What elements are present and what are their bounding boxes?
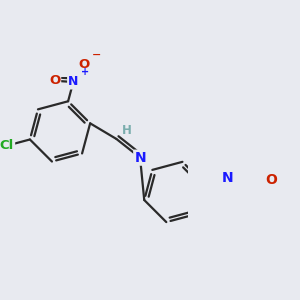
Text: N: N [68, 76, 79, 88]
Text: H: H [122, 124, 132, 137]
Text: O: O [266, 173, 277, 187]
Text: O: O [49, 74, 60, 87]
Text: Cl: Cl [0, 139, 14, 152]
Text: +: + [81, 67, 89, 77]
Text: N: N [134, 151, 146, 165]
Text: O: O [79, 58, 90, 71]
Text: N: N [222, 171, 233, 185]
Text: −: − [92, 50, 101, 60]
